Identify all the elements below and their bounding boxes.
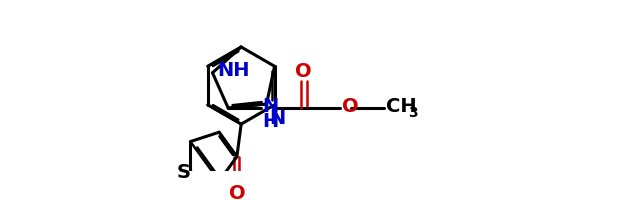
Text: CH: CH: [386, 96, 417, 115]
Text: O: O: [228, 183, 245, 200]
Text: O: O: [342, 96, 359, 115]
Text: NH: NH: [217, 61, 250, 79]
Text: N: N: [269, 109, 285, 128]
Text: O: O: [295, 62, 312, 80]
Text: S: S: [177, 162, 191, 181]
Text: N: N: [262, 96, 278, 115]
Text: H: H: [262, 111, 278, 130]
Text: 3: 3: [408, 106, 418, 120]
